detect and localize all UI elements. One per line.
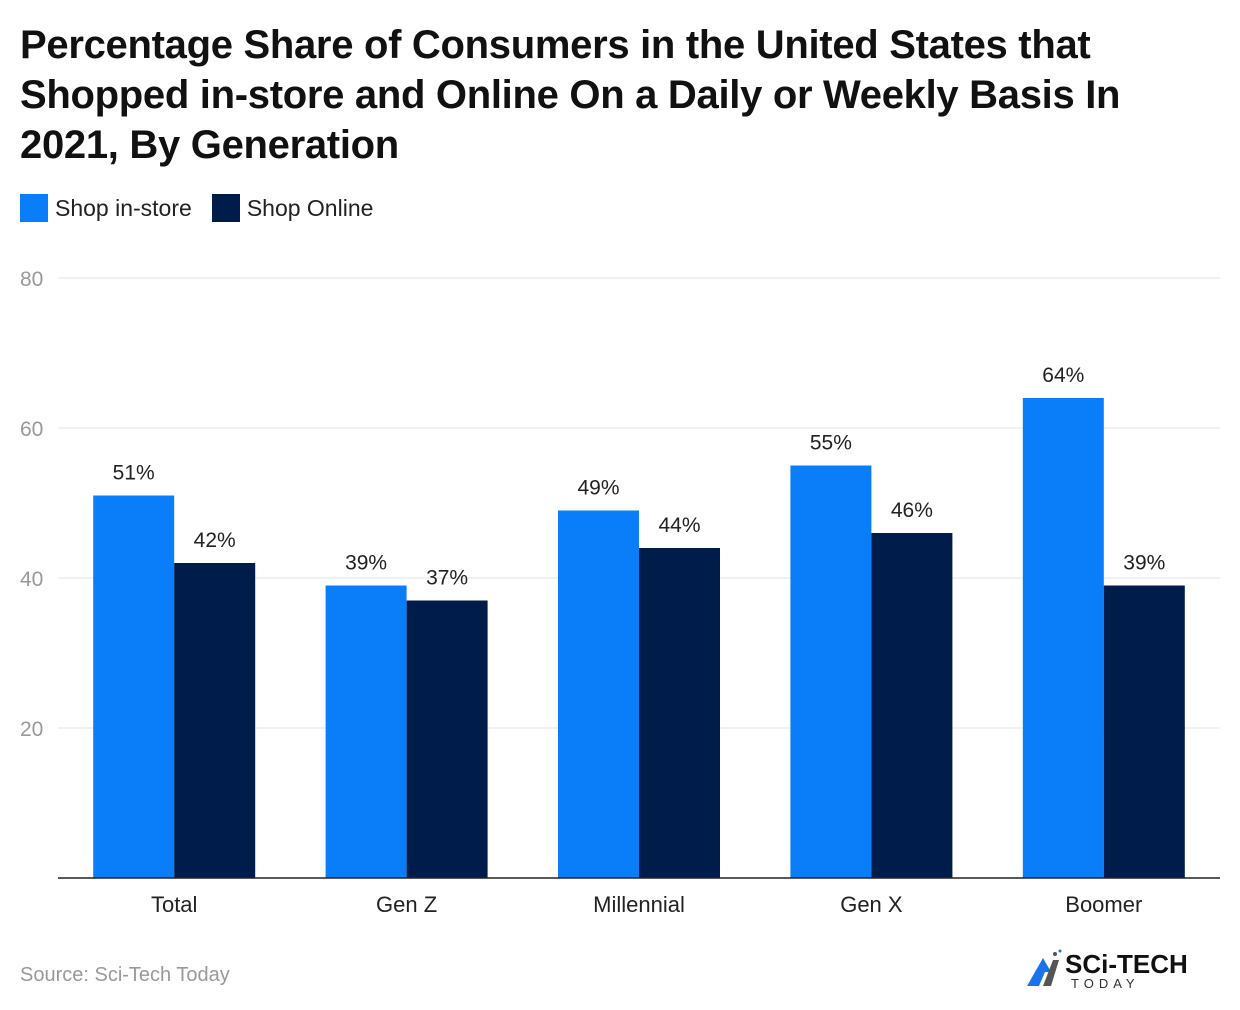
- bar: [174, 563, 256, 878]
- bar: [325, 585, 407, 878]
- bar: [1103, 585, 1185, 878]
- legend-item-shop-online[interactable]: Shop Online: [211, 194, 374, 222]
- legend-swatch: [20, 194, 48, 222]
- data-label: 49%: [577, 477, 619, 500]
- x-tick-label: Gen X: [840, 892, 903, 917]
- x-tick-label: Gen Z: [376, 892, 437, 917]
- bar: [790, 465, 872, 878]
- data-label: 55%: [810, 432, 852, 455]
- bar: [871, 533, 953, 878]
- legend: Shop in-store Shop Online: [20, 194, 393, 222]
- y-tick-label: 80: [20, 268, 43, 291]
- bar: [1022, 398, 1104, 878]
- data-label: 39%: [1123, 552, 1165, 575]
- x-tick-label: Total: [151, 892, 197, 917]
- source-note: Source: Sci-Tech Today: [20, 964, 230, 986]
- x-tick-label: Millennial: [593, 892, 685, 917]
- sci-tech-today-logo: SCi-TECH TODAY: [1027, 949, 1188, 991]
- data-label: 42%: [194, 529, 236, 552]
- legend-label: Shop in-store: [55, 194, 192, 221]
- y-tick-label: 60: [20, 418, 43, 441]
- bar: [406, 600, 488, 878]
- data-label: 51%: [113, 462, 155, 485]
- y-tick-label: 20: [20, 718, 43, 741]
- bar: [639, 548, 720, 878]
- legend-swatch: [211, 194, 240, 222]
- bar: [558, 510, 639, 878]
- x-tick-label: Boomer: [1065, 892, 1142, 917]
- data-label: 44%: [658, 514, 700, 537]
- data-label: 64%: [1042, 364, 1084, 387]
- bar: [93, 495, 175, 878]
- data-label: 37%: [426, 567, 468, 590]
- chart-title: Percentage Share of Consumers in the Uni…: [20, 23, 1121, 167]
- legend-label: Shop Online: [246, 194, 374, 221]
- legend-item-shop-in-store[interactable]: Shop in-store: [20, 194, 192, 222]
- data-label: 39%: [345, 552, 387, 575]
- svg-text:TODAY: TODAY: [1071, 976, 1140, 991]
- svg-text:SCi-TECH: SCi-TECH: [1065, 949, 1188, 979]
- y-tick-label: 40: [20, 568, 43, 591]
- data-label: 46%: [891, 499, 933, 522]
